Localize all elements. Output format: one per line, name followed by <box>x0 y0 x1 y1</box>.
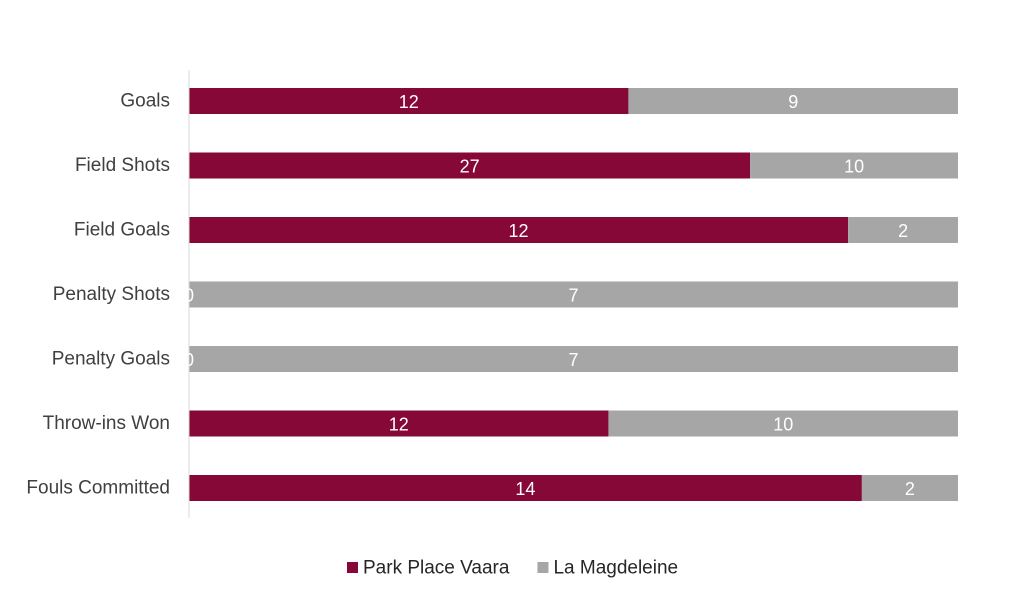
category-label-throw-ins-won: Throw-ins Won <box>43 413 170 434</box>
value-label-park-place-vaara-field-shots: 27 <box>460 157 480 177</box>
category-label-fouls-committed: Fouls Committed <box>26 478 170 499</box>
legend-swatch-la-magdeleine <box>537 562 549 573</box>
value-labels-group: 12 9 27 10 12 2 0 7 0 7 12 10 14 2 <box>184 92 915 499</box>
bar-la-magdeleine-fouls-committed <box>861 475 958 501</box>
bar-la-magdeleine-goals <box>628 88 958 114</box>
legend-label-park-place-vaara: Park Place Vaara <box>363 558 510 579</box>
value-label-park-place-vaara-penalty-shots: 0 <box>184 286 194 306</box>
legend-label-la-magdeleine: La Magdeleine <box>553 558 678 579</box>
bar-park-place-vaara-throw-ins-won <box>189 410 609 437</box>
value-label-la-magdeleine-field-shots: 10 <box>844 157 864 177</box>
value-label-la-magdeleine-throw-ins-won: 10 <box>773 415 793 435</box>
legend-swatch-park-place-vaara <box>347 562 358 573</box>
bar-park-place-vaara-field-goals <box>189 217 849 243</box>
bars-group <box>189 88 958 501</box>
value-label-la-magdeleine-penalty-shots: 7 <box>568 286 578 306</box>
category-label-field-shots: Field Shots <box>75 155 170 176</box>
legend: Park Place Vaara La Magdeleine <box>347 558 678 579</box>
bar-la-magdeleine-field-shots <box>750 152 958 179</box>
category-label-penalty-shots: Penalty Shots <box>53 284 170 305</box>
category-label-field-goals: Field Goals <box>74 220 170 241</box>
bar-park-place-vaara-goals <box>189 88 629 114</box>
bar-la-magdeleine-penalty-goals <box>189 346 958 372</box>
value-label-la-magdeleine-penalty-goals: 7 <box>568 350 578 370</box>
value-label-park-place-vaara-fouls-committed: 14 <box>515 479 535 499</box>
value-label-la-magdeleine-goals: 9 <box>788 92 798 112</box>
value-label-la-magdeleine-field-goals: 2 <box>898 221 908 241</box>
value-label-park-place-vaara-throw-ins-won: 12 <box>389 415 409 435</box>
bar-la-magdeleine-field-goals <box>848 217 958 243</box>
bar-la-magdeleine-throw-ins-won <box>608 410 958 437</box>
bar-la-magdeleine-penalty-shots <box>189 281 958 308</box>
category-labels-group: Goals Field Shots Field Goals Penalty Shots… <box>26 91 170 499</box>
bar-park-place-vaara-fouls-committed <box>189 475 862 501</box>
value-label-park-place-vaara-goals: 12 <box>399 92 419 112</box>
value-label-park-place-vaara-penalty-goals: 0 <box>184 350 194 370</box>
value-label-park-place-vaara-field-goals: 12 <box>509 221 529 241</box>
value-label-la-magdeleine-fouls-committed: 2 <box>905 479 915 499</box>
category-label-goals: Goals <box>120 91 170 112</box>
bar-park-place-vaara-field-shots <box>189 152 751 179</box>
category-label-penalty-goals: Penalty Goals <box>52 349 170 370</box>
